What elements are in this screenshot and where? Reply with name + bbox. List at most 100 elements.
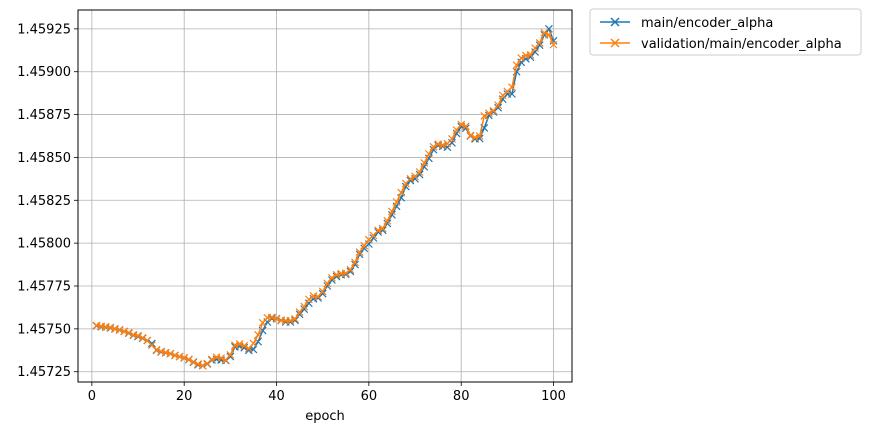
data-point-marker [466, 131, 475, 140]
data-point-marker [304, 295, 313, 304]
legend-entry-main: main/encoder_alpha [600, 16, 773, 31]
data-point-marker [452, 126, 461, 134]
data-point-marker [328, 273, 336, 282]
data-point-marker [475, 132, 484, 140]
data-point-marker [429, 142, 438, 151]
y-tick-label: 1.45925 [17, 22, 71, 37]
data-point-marker [494, 101, 503, 110]
data-point-marker [508, 83, 516, 92]
data-point-marker [180, 353, 189, 362]
series-group [92, 24, 558, 370]
data-point-marker [397, 188, 406, 197]
data-point-marker [267, 313, 276, 322]
axis-ticks: 0 20 40 60 80 100 1.45725 1.45750 1.45775 1.45800… [17, 22, 566, 404]
x-tick-label: 80 [453, 389, 470, 404]
data-point-marker [448, 134, 456, 143]
data-point-marker [240, 341, 249, 350]
data-point-marker [549, 40, 558, 49]
data-point-marker [157, 347, 166, 356]
data-point-marker [235, 340, 244, 348]
y-tick-label: 1.45750 [17, 322, 71, 337]
series-line [96, 31, 555, 367]
x-tick-label: 100 [541, 389, 566, 404]
y-tick-label: 1.45825 [17, 194, 71, 209]
data-point-marker [392, 198, 401, 206]
data-point-marker [517, 54, 526, 62]
data-point-marker [346, 267, 355, 276]
data-point-marker [249, 339, 258, 348]
data-point-marker [332, 270, 341, 279]
y-tick-label: 1.45800 [17, 237, 71, 252]
data-point-marker [226, 352, 235, 361]
series-1 [92, 28, 558, 370]
y-tick-label: 1.45900 [17, 65, 71, 80]
x-tick-label: 20 [176, 389, 193, 404]
legend-marker-validation-icon [610, 38, 620, 48]
data-point-marker [161, 348, 170, 357]
data-point-marker [494, 103, 503, 112]
y-tick-label: 1.45775 [17, 280, 71, 295]
data-point-marker [346, 265, 355, 274]
data-point-marker [434, 140, 443, 148]
data-point-marker [272, 314, 281, 323]
data-point-marker [106, 323, 115, 332]
legend-label-validation: validation/main/encoder_alpha [641, 37, 842, 52]
data-point-marker [134, 331, 142, 340]
data-point-marker [438, 141, 447, 150]
data-point-marker [378, 224, 387, 233]
data-point-marker [295, 308, 304, 316]
legend-label-main: main/encoder_alpha [641, 16, 773, 31]
data-point-marker [198, 361, 207, 370]
plot-frame [77, 9, 573, 383]
data-point-marker [457, 120, 466, 129]
data-point-marker [166, 349, 175, 358]
data-point-marker [341, 269, 350, 278]
data-point-marker [147, 339, 156, 348]
data-point-marker [323, 279, 332, 288]
data-point-marker [355, 248, 364, 256]
x-tick-label: 40 [268, 389, 285, 404]
data-point-marker [124, 328, 133, 337]
data-point-marker [369, 234, 378, 242]
data-point-marker [291, 314, 299, 323]
data-point-marker [383, 216, 392, 225]
legend-entry-validation: validation/main/encoder_alpha [600, 37, 842, 52]
data-point-marker [535, 41, 544, 50]
data-point-marker [388, 207, 396, 216]
data-point-marker [138, 333, 147, 342]
data-point-marker [184, 355, 193, 364]
data-point-marker [424, 150, 433, 158]
data-point-marker [461, 122, 470, 131]
data-point-marker [226, 350, 235, 359]
data-point-marker [480, 112, 489, 120]
y-tick-label: 1.45725 [17, 365, 71, 380]
data-point-marker [207, 355, 216, 364]
legend-marker-main-icon [610, 17, 620, 27]
data-point-marker [374, 226, 383, 235]
data-point-marker [526, 50, 535, 59]
data-point-marker [254, 330, 262, 339]
legend-box [589, 8, 862, 56]
data-point-marker [175, 352, 184, 361]
x-axis-label: epoch [305, 409, 345, 424]
data-point-marker [489, 106, 498, 115]
data-point-marker [134, 332, 142, 341]
data-point-marker [415, 168, 424, 176]
data-point-marker [217, 354, 226, 362]
data-point-marker [286, 316, 295, 325]
data-point-marker [120, 327, 129, 336]
data-point-marker [406, 174, 415, 183]
data-point-marker [189, 357, 198, 366]
x-tick-label: 0 [88, 389, 96, 404]
data-point-marker [194, 360, 202, 368]
data-point-marker [115, 325, 124, 334]
data-point-marker [540, 28, 549, 37]
data-point-marker [171, 351, 179, 360]
data-point-marker [535, 38, 544, 47]
data-point-marker [508, 90, 516, 98]
data-point-marker [360, 241, 369, 250]
data-point-marker [415, 170, 424, 179]
y-tick-label: 1.45850 [17, 151, 71, 166]
